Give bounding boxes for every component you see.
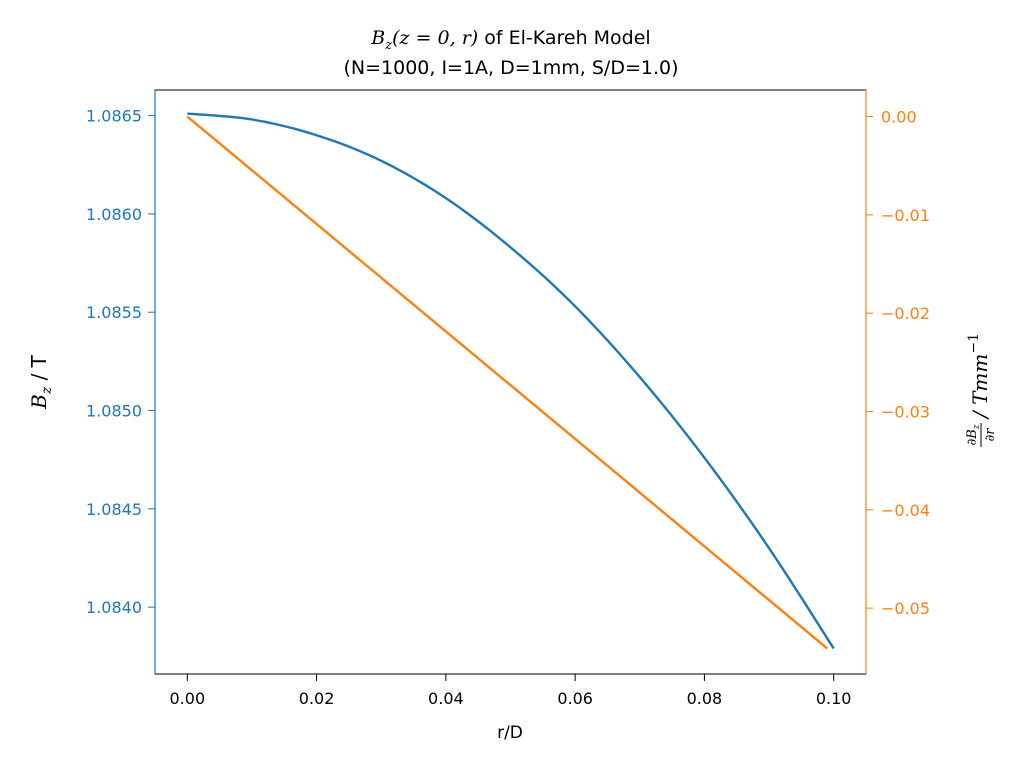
right-y-tick-label: −0.05 — [881, 599, 930, 618]
series-line-dbz-dr — [186, 115, 828, 650]
x-tick-label: 0.04 — [428, 689, 464, 708]
right-y-axis-label: ∂Bz ∂r / Tmm−1 — [965, 333, 998, 447]
x-axis-label: r/D — [497, 723, 523, 743]
x-tick-label: 0.00 — [170, 689, 206, 708]
series-line-bz — [187, 112, 835, 650]
series-layer — [186, 112, 835, 650]
right-y-label-numerator: ∂Bz — [965, 424, 982, 445]
x-axis-ticks: 0.00 0.02 0.04 0.06 0.08 0.10 — [170, 674, 852, 708]
right-y-tick-label: −0.03 — [881, 402, 930, 421]
x-tick-label: 0.10 — [816, 689, 852, 708]
right-y-tick-label: 0.00 — [881, 108, 917, 127]
left-y-tick-label: 1.0855 — [86, 303, 142, 322]
right-y-label-unit: / Tmm−1 — [966, 333, 992, 420]
x-tick-label: 0.06 — [557, 689, 593, 708]
left-y-axis-label: Bz / T — [27, 354, 55, 410]
left-y-tick-label: 1.0860 — [86, 205, 142, 224]
x-tick-label: 0.08 — [687, 689, 723, 708]
chart-title-line2: (N=1000, I=1A, D=1mm, S/D=1.0) — [343, 57, 678, 79]
right-y-axis-ticks: 0.00 −0.01 −0.02 −0.03 −0.04 −0.05 — [866, 108, 930, 618]
left-y-tick-label: 1.0845 — [86, 500, 142, 519]
left-y-tick-label: 1.0850 — [86, 402, 142, 421]
x-tick-label: 0.02 — [299, 689, 335, 708]
right-y-tick-label: −0.04 — [881, 501, 930, 520]
right-y-tick-label: −0.01 — [881, 206, 930, 225]
left-y-tick-label: 1.0865 — [86, 107, 142, 126]
left-y-axis-ticks: 1.0840 1.0845 1.0850 1.0855 1.0860 1.0865 — [86, 107, 155, 617]
right-y-label-denominator: ∂r — [983, 428, 998, 442]
left-y-tick-label: 1.0840 — [86, 598, 142, 617]
chart-title-line1: Bz(z = 0, r) of El-Kareh Model — [370, 27, 650, 53]
right-y-tick-label: −0.02 — [881, 304, 930, 323]
